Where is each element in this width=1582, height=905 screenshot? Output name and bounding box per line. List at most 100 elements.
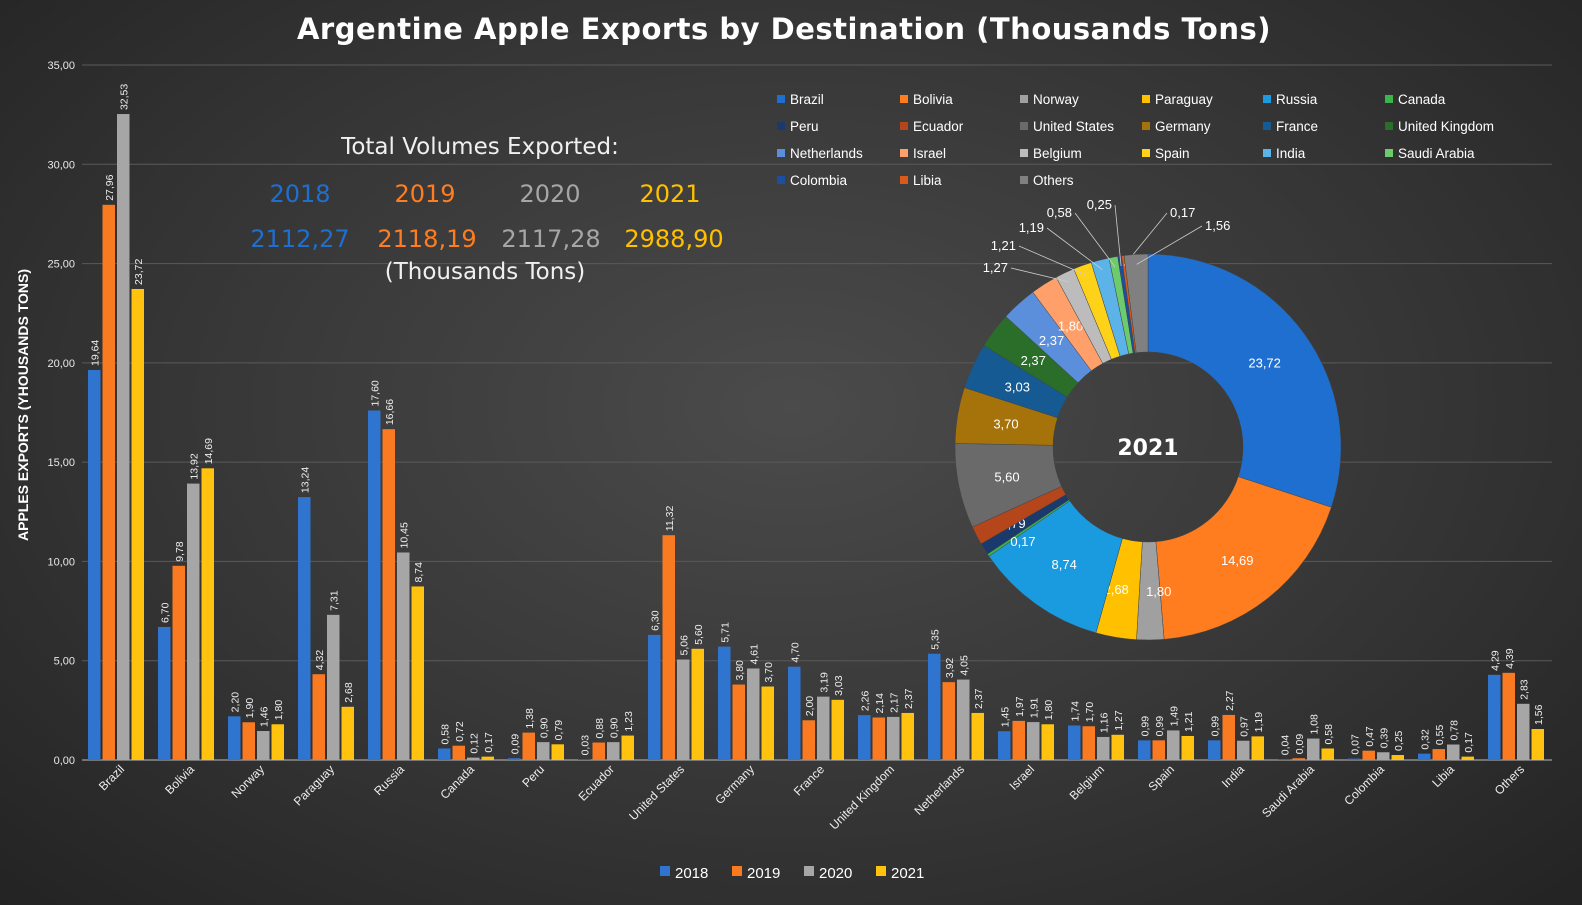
totals-year-2021: 2021 bbox=[639, 180, 701, 208]
pie-legend-label: Norway bbox=[1033, 92, 1079, 107]
donut-value-label: 1,80 bbox=[1058, 319, 1083, 334]
pie-legend-swatch bbox=[900, 149, 908, 157]
bar-2019 bbox=[1292, 758, 1305, 760]
y-tick-label: 30,00 bbox=[47, 159, 75, 171]
bar-value-label: 27,96 bbox=[104, 174, 116, 200]
bar-value-label: 2,00 bbox=[804, 696, 816, 717]
bar-2020 bbox=[537, 742, 550, 760]
donut-value-label: 1,56 bbox=[1205, 218, 1230, 233]
pie-legend-swatch bbox=[900, 95, 908, 103]
donut-value-label: 14,69 bbox=[1221, 553, 1254, 568]
bar-value-label: 0,58 bbox=[439, 724, 451, 745]
bar-value-label: 2,37 bbox=[973, 688, 985, 709]
bar-2018 bbox=[1068, 725, 1081, 760]
bar-2021 bbox=[1111, 734, 1124, 760]
bar-value-label: 0,99 bbox=[1139, 716, 1151, 737]
bar-2018 bbox=[88, 370, 101, 760]
bar-value-label: 0,55 bbox=[1434, 724, 1446, 745]
bar-2019 bbox=[662, 535, 675, 760]
legend-label-2018: 2018 bbox=[675, 865, 708, 882]
pie-legend-label: Brazil bbox=[790, 92, 824, 107]
bar-2019 bbox=[942, 682, 955, 760]
bar-value-label: 0,58 bbox=[1323, 724, 1335, 745]
bar-value-label: 1,46 bbox=[258, 706, 270, 727]
pie-legend-swatch bbox=[900, 122, 908, 130]
bar-value-label: 1,21 bbox=[1183, 711, 1195, 732]
donut-value-label: 1,19 bbox=[1019, 220, 1044, 235]
leader-line bbox=[1074, 212, 1116, 268]
bar-2021 bbox=[1391, 755, 1404, 760]
bar-2021 bbox=[131, 288, 144, 760]
legend-label-2019: 2019 bbox=[747, 865, 780, 882]
bar-2020 bbox=[257, 731, 270, 760]
y-tick-label: 35,00 bbox=[47, 60, 75, 72]
bar-2021 bbox=[1041, 724, 1054, 760]
bar-2020 bbox=[397, 552, 410, 760]
bar-2019 bbox=[802, 720, 815, 760]
bar-2020 bbox=[467, 757, 480, 760]
bar-2021 bbox=[341, 706, 354, 760]
donut-value-label: 0,25 bbox=[1087, 197, 1112, 212]
bar-2019 bbox=[102, 204, 115, 760]
x-tick-label: India bbox=[1219, 762, 1248, 791]
leader-line bbox=[1010, 267, 1070, 283]
bar-value-label: 1,45 bbox=[999, 707, 1011, 728]
leader-line bbox=[1018, 245, 1086, 276]
totals-year-2020: 2020 bbox=[519, 180, 581, 208]
donut-slice-brazil bbox=[1147, 253, 1342, 508]
pie-legend-label: Israel bbox=[913, 146, 946, 161]
bar-2021 bbox=[621, 735, 634, 760]
bar-value-label: 1,70 bbox=[1084, 702, 1096, 723]
donut-value-label: 0,17 bbox=[1170, 205, 1195, 220]
y-tick-label: 10,00 bbox=[47, 556, 75, 568]
pie-legend-label: Ecuador bbox=[913, 119, 964, 134]
bar-2018 bbox=[438, 748, 451, 760]
bar-2020 bbox=[117, 114, 130, 761]
pie-legend-label: India bbox=[1276, 146, 1306, 161]
donut-value-label: 1,21 bbox=[991, 238, 1016, 253]
bar-2021 bbox=[551, 744, 564, 760]
donut-slice-bolivia bbox=[1155, 476, 1332, 640]
bar-2021 bbox=[271, 724, 284, 760]
bar-value-label: 2,27 bbox=[1224, 690, 1236, 711]
donut-value-label: 0,17 bbox=[1010, 534, 1035, 549]
donut-slice-others bbox=[1123, 253, 1149, 354]
x-tick-label: Brazil bbox=[96, 762, 127, 793]
bar-value-label: 1,16 bbox=[1098, 712, 1110, 733]
donut-center-title: 2021 bbox=[1117, 436, 1178, 461]
x-tick-label: Netherlands bbox=[911, 762, 967, 818]
bar-2021 bbox=[1251, 736, 1264, 760]
legend-swatch-2020 bbox=[804, 866, 814, 876]
bar-2020 bbox=[887, 716, 900, 760]
bar-2020 bbox=[677, 659, 690, 760]
donut-value-label: 3,03 bbox=[1005, 380, 1030, 395]
pie-legend-label: Others bbox=[1033, 173, 1074, 188]
bar-2021 bbox=[481, 756, 494, 760]
bar-value-label: 4,29 bbox=[1489, 650, 1501, 671]
totals-year-2018: 2018 bbox=[269, 180, 331, 208]
pie-legend-label: Saudi Arabia bbox=[1398, 146, 1475, 161]
bar-2019 bbox=[1432, 749, 1445, 760]
bar-2021 bbox=[761, 686, 774, 760]
leader-line bbox=[1114, 204, 1122, 267]
bar-value-label: 10,45 bbox=[398, 522, 410, 548]
x-tick-label: Libia bbox=[1429, 762, 1457, 790]
bar-value-label: 2,37 bbox=[903, 688, 915, 709]
bar-2018 bbox=[508, 758, 521, 760]
y-tick-label: 15,00 bbox=[47, 457, 75, 469]
pie-legend-swatch bbox=[1385, 95, 1393, 103]
bar-value-label: 0,09 bbox=[509, 734, 521, 755]
donut-value-label: 23,72 bbox=[1248, 356, 1281, 371]
legend-label-2021: 2021 bbox=[891, 865, 924, 882]
bar-value-label: 1,08 bbox=[1308, 714, 1320, 735]
donut-value-label: 0,58 bbox=[1047, 205, 1072, 220]
bar-value-label: 1,90 bbox=[244, 698, 256, 719]
pie-legend-swatch bbox=[777, 122, 785, 130]
bar-value-label: 0,32 bbox=[1419, 729, 1431, 750]
bar-2021 bbox=[1461, 756, 1474, 760]
legend-label-2020: 2020 bbox=[819, 865, 852, 882]
bar-2018 bbox=[368, 410, 381, 760]
bar-value-label: 0,99 bbox=[1209, 716, 1221, 737]
donut-value-label: 2,37 bbox=[1039, 333, 1064, 348]
bar-2018 bbox=[1348, 758, 1361, 760]
